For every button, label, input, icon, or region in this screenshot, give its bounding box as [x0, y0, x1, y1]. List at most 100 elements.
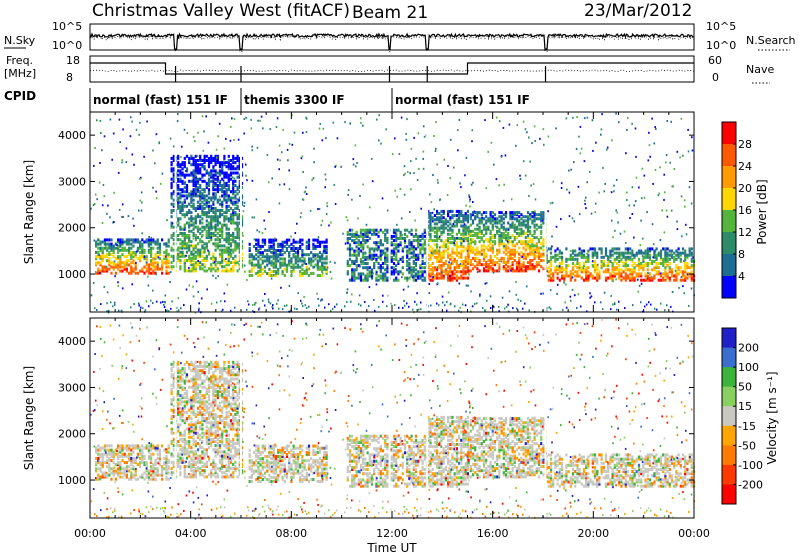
power-cell — [578, 264, 581, 268]
power-cell — [292, 244, 295, 248]
power-cell — [236, 221, 239, 225]
power-ground-cell — [414, 300, 416, 303]
power-cell — [482, 217, 486, 221]
power-cell — [236, 188, 239, 192]
power-noise-cell — [448, 275, 451, 278]
power-cell — [310, 261, 313, 265]
power-cell — [679, 270, 682, 274]
power-noise-cell — [92, 282, 95, 284]
power-cell — [596, 268, 599, 272]
power-cell — [294, 251, 297, 255]
power-cell — [507, 256, 510, 260]
power-noise-cell — [481, 253, 483, 256]
power-cell — [183, 198, 186, 202]
power-noise-cell — [495, 116, 498, 119]
power-cell — [181, 188, 184, 192]
power-ground-cell — [294, 307, 296, 310]
power-cell — [542, 221, 545, 225]
power-cell — [238, 196, 241, 200]
power-cell — [225, 263, 228, 267]
power-cell — [438, 259, 441, 263]
power-cell — [552, 272, 555, 276]
power-cell — [613, 272, 616, 276]
power-cell — [192, 204, 195, 208]
power-cell — [511, 256, 514, 260]
power-cell — [657, 270, 660, 274]
power-cell — [214, 244, 217, 248]
power-ground-cell — [118, 309, 120, 312]
velocity-cell — [99, 454, 102, 458]
power-cell — [172, 159, 175, 162]
velocity-cell — [128, 465, 131, 469]
power-cell — [99, 246, 102, 250]
power-cell — [214, 259, 217, 262]
power-cell — [207, 250, 211, 254]
power-cell — [406, 259, 409, 263]
power-cell — [408, 257, 411, 261]
power-cell — [212, 184, 215, 187]
power-cell — [565, 268, 568, 272]
power-cell — [177, 223, 180, 227]
power-cell — [381, 272, 385, 276]
power-cell — [179, 188, 182, 192]
power-cell — [466, 239, 469, 243]
power-cell — [185, 194, 189, 198]
power-cell — [466, 220, 469, 224]
power-cell — [453, 220, 456, 224]
power-cell — [384, 237, 387, 240]
power-cell — [188, 240, 191, 244]
power-cell — [234, 200, 237, 204]
power-cell — [511, 221, 514, 225]
power-cell — [212, 215, 215, 219]
velocity-cell — [99, 452, 102, 456]
power-cell — [351, 272, 354, 276]
power-cell — [502, 256, 505, 260]
power-cell — [390, 257, 393, 261]
power-cell — [285, 263, 289, 267]
power-noise-cell — [169, 137, 172, 140]
power-cell — [232, 256, 235, 260]
power-noise-cell — [432, 220, 434, 223]
power-cell — [377, 241, 380, 245]
power-noise-cell — [342, 232, 344, 235]
power-ytick-label: 1000 — [58, 268, 86, 281]
power-cell — [427, 270, 430, 274]
power-cell — [438, 237, 441, 240]
velocity-cell — [110, 471, 113, 475]
power-cell — [518, 267, 521, 271]
power-cell — [384, 268, 387, 272]
power-cell — [496, 231, 499, 235]
power-noise-cell — [436, 266, 438, 269]
power-cell — [119, 255, 122, 259]
power-cell — [474, 252, 477, 256]
power-noise-cell — [690, 287, 693, 290]
power-cell — [611, 247, 614, 251]
power-cell — [125, 269, 128, 273]
power-cell — [423, 278, 426, 282]
velocity-cell — [128, 446, 131, 450]
power-cell — [183, 231, 186, 235]
power-cell — [451, 224, 454, 228]
power-noise-cell — [246, 179, 248, 182]
power-cell — [236, 246, 239, 250]
power-cell — [455, 251, 458, 255]
power-cell — [172, 169, 175, 173]
power-cell — [618, 268, 621, 272]
power-cell — [177, 234, 180, 237]
power-noise-cell — [549, 202, 552, 205]
power-noise-cell — [449, 138, 452, 141]
power-cell — [192, 254, 195, 258]
power-cell — [410, 245, 413, 249]
power-noise-cell — [498, 120, 501, 123]
power-cell — [442, 243, 445, 247]
power-cell — [161, 267, 164, 271]
power-cell — [279, 249, 282, 252]
power-cell — [214, 229, 217, 233]
power-cell — [502, 242, 505, 246]
power-noise-cell — [305, 131, 308, 134]
power-noise-cell — [346, 288, 349, 291]
power-noise-cell — [623, 230, 626, 233]
power-cell — [210, 221, 213, 225]
power-cell — [482, 267, 486, 271]
power-cell — [225, 223, 228, 227]
